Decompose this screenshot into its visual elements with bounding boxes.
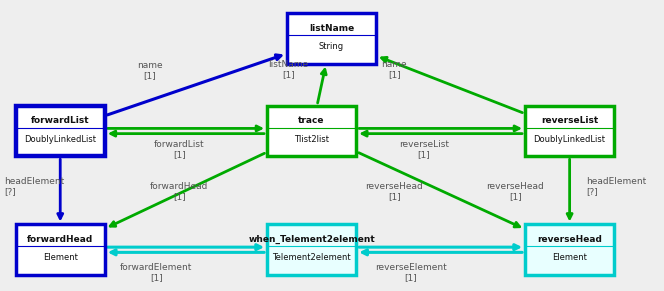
Text: Element: Element (42, 253, 78, 262)
Text: [?]: [?] (586, 187, 598, 196)
FancyBboxPatch shape (15, 106, 105, 156)
FancyBboxPatch shape (525, 106, 614, 156)
Text: listName: listName (309, 24, 354, 33)
Text: [1]: [1] (143, 72, 156, 81)
Text: reverseList: reverseList (541, 116, 598, 125)
Text: forwardHead: forwardHead (150, 182, 208, 191)
FancyBboxPatch shape (267, 224, 357, 275)
Text: DoublyLinkedList: DoublyLinkedList (24, 135, 96, 144)
FancyBboxPatch shape (15, 224, 105, 275)
Text: forwardList: forwardList (154, 140, 205, 148)
Text: Telement2element: Telement2element (272, 253, 351, 262)
Text: reverseHead: reverseHead (365, 182, 423, 191)
Text: name: name (382, 60, 407, 69)
Text: Tlist2list: Tlist2list (294, 135, 329, 144)
Text: headElement: headElement (586, 177, 647, 186)
Text: [1]: [1] (509, 192, 522, 201)
Text: reverseList: reverseList (399, 140, 449, 148)
Text: [1]: [1] (388, 192, 400, 201)
Text: name: name (137, 61, 163, 70)
FancyBboxPatch shape (525, 224, 614, 275)
Text: reverseElement: reverseElement (375, 263, 447, 272)
Text: [1]: [1] (282, 70, 295, 79)
Text: reverseHead: reverseHead (487, 182, 544, 191)
Text: [1]: [1] (388, 70, 400, 79)
Text: [1]: [1] (418, 150, 430, 159)
Text: forwardList: forwardList (31, 116, 90, 125)
Text: String: String (319, 42, 344, 51)
Text: when_Telement2element: when_Telement2element (248, 235, 375, 244)
Text: forwardHead: forwardHead (27, 235, 94, 244)
Text: listName: listName (268, 60, 309, 69)
FancyBboxPatch shape (287, 13, 376, 64)
Text: forwardElement: forwardElement (120, 263, 193, 272)
Text: [1]: [1] (173, 150, 186, 159)
Text: Element: Element (552, 253, 587, 262)
Text: trace: trace (298, 116, 325, 125)
Text: DoublyLinkedList: DoublyLinkedList (534, 135, 606, 144)
Text: [?]: [?] (4, 187, 16, 196)
Text: headElement: headElement (4, 177, 64, 186)
Text: reverseHead: reverseHead (537, 235, 602, 244)
FancyBboxPatch shape (267, 106, 357, 156)
Text: [1]: [1] (404, 273, 417, 282)
Text: [1]: [1] (150, 273, 163, 282)
Text: [1]: [1] (173, 192, 186, 201)
